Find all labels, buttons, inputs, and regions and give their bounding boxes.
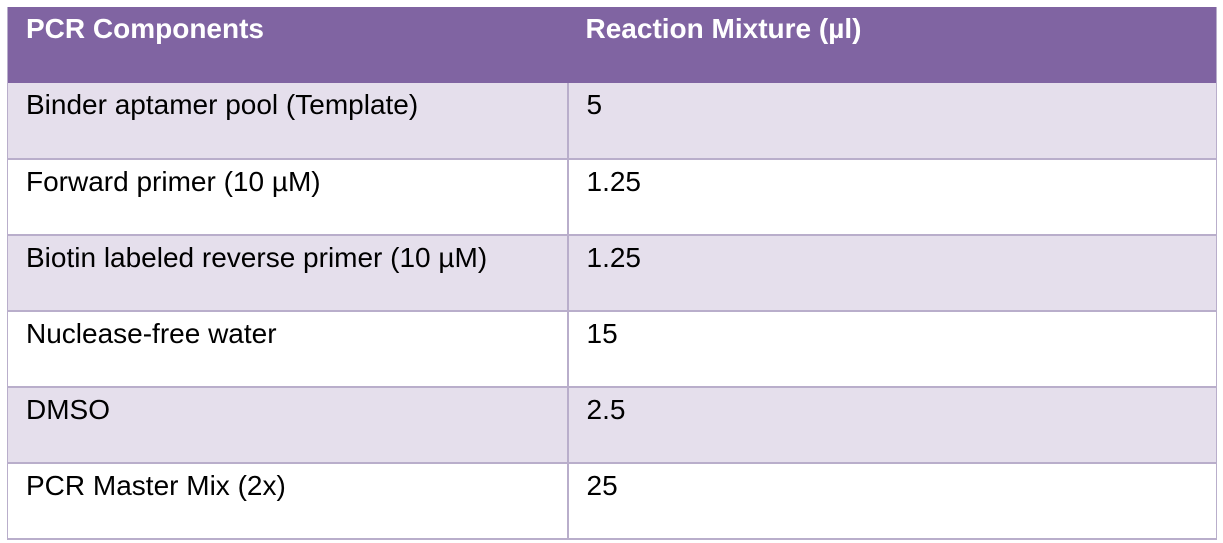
table-row: Binder aptamer pool (Template) 5 bbox=[7, 83, 1217, 160]
header-row: PCR Components Reaction Mixture (µl) bbox=[7, 7, 1217, 83]
table-row: PCR Master Mix (2x) 25 bbox=[7, 463, 1217, 540]
header-reaction-mixture: Reaction Mixture (µl) bbox=[567, 7, 1217, 83]
table-row: Forward primer (10 µM) 1.25 bbox=[7, 159, 1217, 236]
component-cell: DMSO bbox=[7, 387, 568, 464]
component-cell: Forward primer (10 µM) bbox=[7, 159, 568, 236]
pcr-components-table-container: PCR Components Reaction Mixture (µl) Bin… bbox=[7, 7, 1217, 540]
volume-cell: 1.25 bbox=[566, 159, 1217, 236]
table-row: Nuclease-free water 15 bbox=[7, 311, 1217, 388]
table-row: Biotin labeled reverse primer (10 µM) 1.… bbox=[7, 235, 1217, 312]
table-header: PCR Components Reaction Mixture (µl) bbox=[7, 7, 1217, 83]
component-cell: Biotin labeled reverse primer (10 µM) bbox=[7, 235, 568, 312]
component-cell: PCR Master Mix (2x) bbox=[7, 463, 568, 540]
pcr-components-table: PCR Components Reaction Mixture (µl) Bin… bbox=[7, 7, 1217, 540]
volume-cell: 2.5 bbox=[566, 387, 1217, 464]
component-cell: Nuclease-free water bbox=[7, 311, 568, 388]
volume-cell: 5 bbox=[566, 83, 1217, 160]
volume-cell: 25 bbox=[566, 463, 1217, 540]
volume-cell: 15 bbox=[566, 311, 1217, 388]
component-cell: Binder aptamer pool (Template) bbox=[7, 83, 568, 160]
table-row: DMSO 2.5 bbox=[7, 387, 1217, 464]
table-body: Binder aptamer pool (Template) 5 Forward… bbox=[7, 83, 1217, 540]
header-pcr-components: PCR Components bbox=[7, 7, 568, 83]
volume-cell: 1.25 bbox=[566, 235, 1217, 312]
